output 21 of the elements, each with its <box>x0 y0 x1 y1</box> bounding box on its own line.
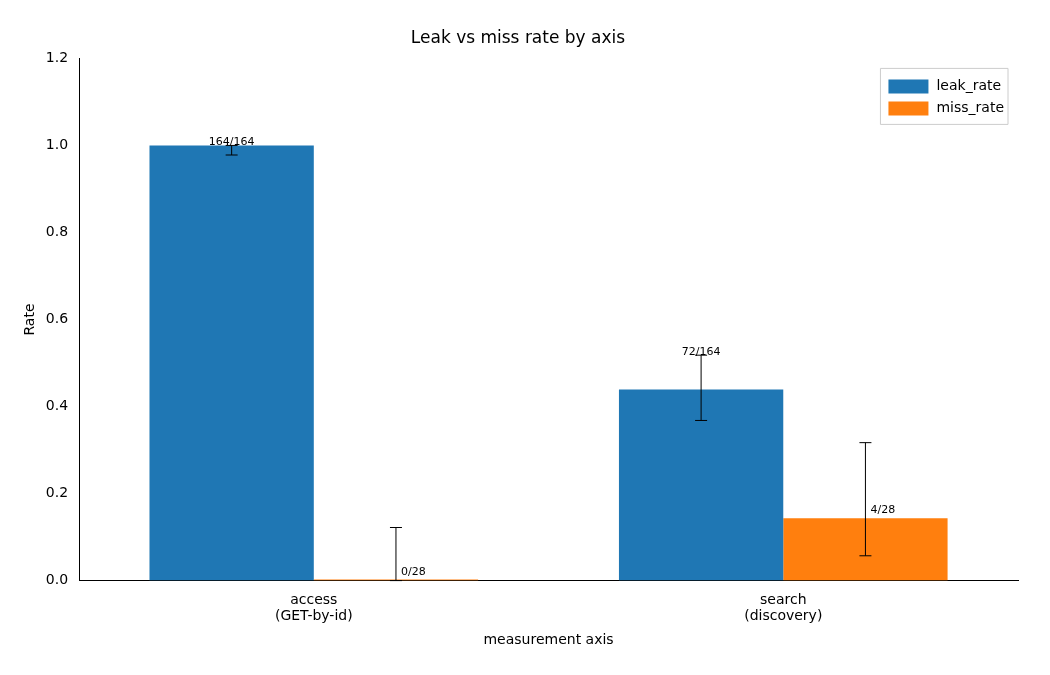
data-label: 164/164 <box>208 134 255 148</box>
bar <box>149 145 314 581</box>
chart-title: Leak vs miss rate by axis <box>410 26 626 47</box>
x-axis-title: measurement axis <box>483 631 614 648</box>
y-tick-label: 0.6 <box>45 310 69 327</box>
y-tick-label: 1.2 <box>45 49 69 66</box>
data-label: 0/28 <box>400 564 426 578</box>
data-label: 4/28 <box>870 502 896 516</box>
y-tick-label: 1.0 <box>45 136 69 153</box>
legend-label: miss_rate <box>936 99 1005 116</box>
bar <box>618 389 784 581</box>
bar <box>783 518 948 581</box>
y-tick-label: 0.2 <box>45 484 69 501</box>
legend-label: leak_rate <box>936 77 1002 94</box>
y-axis-title: Rate <box>21 303 38 336</box>
x-tick-label: search (discovery) <box>744 590 823 624</box>
y-tick-label: 0.4 <box>45 397 69 414</box>
y-tick-label: 0.8 <box>45 223 69 240</box>
data-label: 72/164 <box>681 344 721 358</box>
x-tick-label: access (GET-by-id) <box>274 590 353 624</box>
y-tick-label: 0.0 <box>45 571 69 588</box>
